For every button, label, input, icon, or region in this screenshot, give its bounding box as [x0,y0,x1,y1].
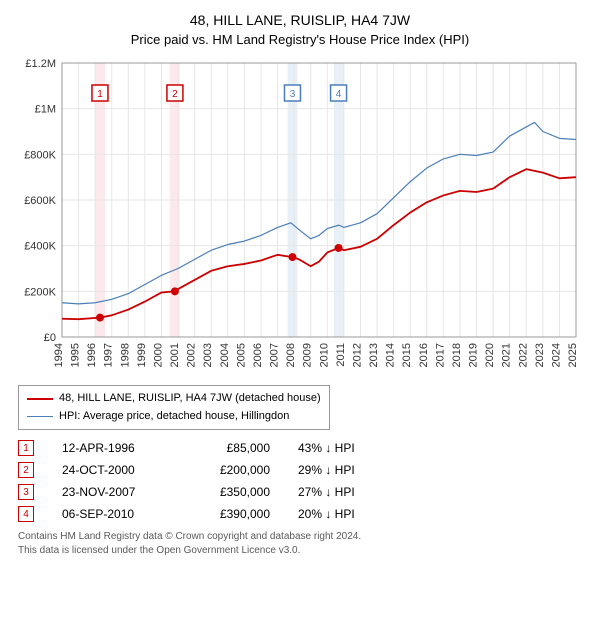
table-row: 1 12-APR-1996 £85,000 43% ↓ HPI [18,440,582,456]
svg-text:1998: 1998 [119,343,131,367]
svg-text:£1M: £1M [35,104,56,116]
legend-label: 48, HILL LANE, RUISLIP, HA4 7JW (detache… [59,390,321,408]
sale-marker: 2 [18,462,34,478]
svg-text:£600K: £600K [24,195,56,207]
sale-date: 24-OCT-2000 [62,463,162,477]
svg-text:1999: 1999 [136,343,148,367]
svg-text:2015: 2015 [401,343,413,367]
sale-date: 12-APR-1996 [62,441,162,455]
svg-text:2008: 2008 [285,343,297,367]
svg-text:2021: 2021 [501,343,513,367]
sale-hpi-diff: 43% ↓ HPI [298,441,388,455]
sales-table: 1 12-APR-1996 £85,000 43% ↓ HPI 2 24-OCT-2000… [18,440,582,522]
table-row: 3 23-NOV-2007 £350,000 27% ↓ HPI [18,484,582,500]
legend-swatch [27,398,53,400]
svg-text:2012: 2012 [351,343,363,367]
sale-marker: 4 [18,506,34,522]
svg-text:2025: 2025 [567,343,579,367]
svg-text:1994: 1994 [53,343,65,367]
svg-text:2005: 2005 [235,343,247,367]
svg-text:1997: 1997 [103,343,115,367]
sale-date: 06-SEP-2010 [62,507,162,521]
svg-text:2007: 2007 [269,343,281,367]
svg-text:2019: 2019 [468,343,480,367]
svg-text:2014: 2014 [385,343,397,367]
page-title: 48, HILL LANE, RUISLIP, HA4 7JW [18,12,582,28]
svg-text:£200K: £200K [24,286,56,298]
svg-text:2003: 2003 [202,343,214,367]
legend-swatch [27,416,53,417]
svg-text:2017: 2017 [434,343,446,367]
table-row: 2 24-OCT-2000 £200,000 29% ↓ HPI [18,462,582,478]
svg-text:2020: 2020 [484,343,496,367]
svg-text:2023: 2023 [534,343,546,367]
sale-marker: 1 [18,440,34,456]
legend-label: HPI: Average price, detached house, Hill… [59,408,289,426]
svg-text:2018: 2018 [451,343,463,367]
svg-text:2010: 2010 [318,343,330,367]
svg-text:1995: 1995 [70,343,82,367]
svg-text:2009: 2009 [302,343,314,367]
sale-hpi-diff: 20% ↓ HPI [298,507,388,521]
sale-price: £200,000 [190,463,270,477]
svg-text:£1.2M: £1.2M [25,58,56,70]
svg-text:£400K: £400K [24,241,56,253]
sale-hpi-diff: 27% ↓ HPI [298,485,388,499]
svg-text:2013: 2013 [368,343,380,367]
chart-legend: 48, HILL LANE, RUISLIP, HA4 7JW (detache… [18,385,330,430]
sale-price: £390,000 [190,507,270,521]
sale-marker: 3 [18,484,34,500]
svg-text:2002: 2002 [186,343,198,367]
page-subtitle: Price paid vs. HM Land Registry's House … [18,32,582,47]
svg-text:2004: 2004 [219,343,231,367]
svg-text:1996: 1996 [86,343,98,367]
svg-text:£0: £0 [44,332,56,344]
sale-price: £85,000 [190,441,270,455]
svg-text:2001: 2001 [169,343,181,367]
sale-price: £350,000 [190,485,270,499]
footer-line: This data is licensed under the Open Gov… [18,544,582,558]
svg-text:2024: 2024 [550,343,562,367]
svg-text:2006: 2006 [252,343,264,367]
svg-text:2: 2 [172,89,178,100]
svg-text:3: 3 [290,89,296,100]
svg-text:1: 1 [97,89,103,100]
svg-text:2011: 2011 [335,343,347,367]
sale-date: 23-NOV-2007 [62,485,162,499]
footer-line: Contains HM Land Registry data © Crown c… [18,530,582,544]
price-chart: £0 £200K £400K £600K £800K £1M £1.2M 1994 1995 19… [18,57,582,377]
legend-item: 48, HILL LANE, RUISLIP, HA4 7JW (detache… [27,390,321,408]
svg-text:4: 4 [336,89,342,100]
svg-text:2016: 2016 [418,343,430,367]
svg-text:£800K: £800K [24,149,56,161]
svg-text:2022: 2022 [517,343,529,367]
legend-item: HPI: Average price, detached house, Hill… [27,408,321,426]
sale-hpi-diff: 29% ↓ HPI [298,463,388,477]
svg-text:2000: 2000 [152,343,164,367]
table-row: 4 06-SEP-2010 £390,000 20% ↓ HPI [18,506,582,522]
attribution-footer: Contains HM Land Registry data © Crown c… [18,530,582,558]
